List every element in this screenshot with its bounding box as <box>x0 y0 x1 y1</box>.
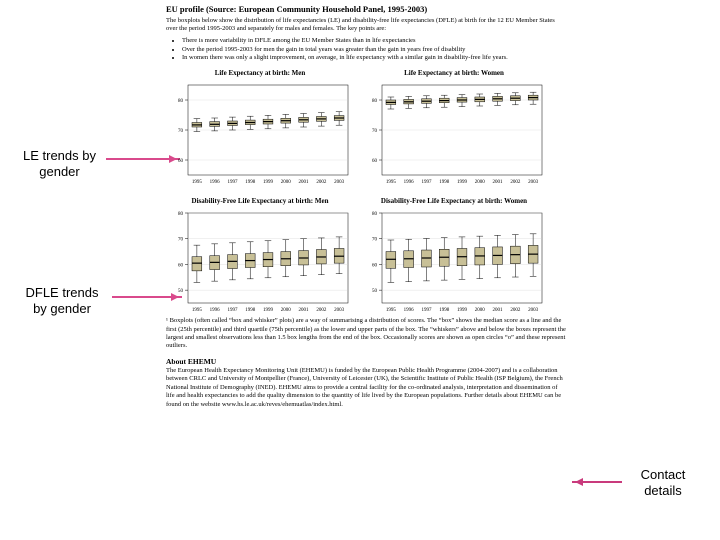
boxplot-svg: 50 60 70 80 1995 1996 1997 1998 1999 2000 2001 2002… <box>360 207 548 317</box>
svg-text:80: 80 <box>372 212 378 217</box>
svg-text:60: 60 <box>178 159 184 164</box>
svg-text:1999: 1999 <box>457 308 468 313</box>
doc-bullets: There is more variability in DFLE among … <box>166 37 566 63</box>
chart-grid: Life Expectancy at birth: Men 60 70 80 1995 1… <box>166 67 566 317</box>
svg-text:1998: 1998 <box>245 180 256 185</box>
chart-title: Life Expectancy at birth: Men <box>166 69 354 77</box>
svg-text:2001: 2001 <box>299 308 310 313</box>
svg-text:1995: 1995 <box>386 308 397 313</box>
svg-text:2003: 2003 <box>528 180 539 185</box>
svg-text:2002: 2002 <box>316 308 327 313</box>
svg-text:1999: 1999 <box>263 308 274 313</box>
svg-text:1995: 1995 <box>192 308 203 313</box>
svg-text:50: 50 <box>178 289 184 294</box>
svg-text:1997: 1997 <box>421 180 432 185</box>
boxplot-svg: 50 60 70 80 1995 1996 1997 1998 1999 2000 2001 2002… <box>166 207 354 317</box>
svg-text:60: 60 <box>372 159 378 164</box>
about-heading: About EHEMU <box>166 357 566 366</box>
chart-panel: Life Expectancy at birth: Women 60 70 80 199… <box>360 67 548 189</box>
arrow-contact-icon <box>572 481 622 483</box>
chart-title: Life Expectancy at birth: Women <box>360 69 548 77</box>
svg-text:80: 80 <box>178 212 184 217</box>
boxplot-svg: 60 70 80 1995 1996 1997 1998 1999 2000 2001 2002 20… <box>360 79 548 189</box>
svg-text:2001: 2001 <box>493 308 504 313</box>
bullet-item: There is more variability in DFLE among … <box>182 37 566 46</box>
svg-text:1996: 1996 <box>404 180 415 185</box>
svg-text:60: 60 <box>178 264 184 269</box>
svg-text:70: 70 <box>372 129 378 134</box>
svg-text:70: 70 <box>372 238 378 243</box>
doc-title: EU profile (Source: European Community H… <box>166 4 566 14</box>
svg-text:2000: 2000 <box>281 308 292 313</box>
svg-text:2000: 2000 <box>281 180 292 185</box>
svg-text:60: 60 <box>372 264 378 269</box>
chart-panel: Disability-Free Life Expectancy at birth… <box>360 195 548 317</box>
annotation-contact: Contact details <box>628 467 698 500</box>
annotation-le: LE trends by gender <box>12 148 107 181</box>
svg-text:80: 80 <box>372 99 378 104</box>
bullet-item: Over the period 1995-2003 for men the ga… <box>182 46 566 55</box>
svg-text:1998: 1998 <box>439 180 450 185</box>
document-page: EU profile (Source: European Community H… <box>166 4 566 534</box>
chart-title: Disability-Free Life Expectancy at birth… <box>166 197 354 205</box>
svg-text:2000: 2000 <box>475 180 486 185</box>
svg-text:2003: 2003 <box>528 308 539 313</box>
svg-text:1995: 1995 <box>386 180 397 185</box>
svg-text:1997: 1997 <box>227 180 238 185</box>
svg-text:1996: 1996 <box>404 308 415 313</box>
svg-text:2001: 2001 <box>493 180 504 185</box>
footnote: ¹ Boxplots (often called “box and whiske… <box>166 317 566 351</box>
svg-text:1995: 1995 <box>192 180 203 185</box>
svg-text:1999: 1999 <box>263 180 274 185</box>
chart-panel: Disability-Free Life Expectancy at birth… <box>166 195 354 317</box>
annotation-dfle: DFLE trends by gender <box>12 285 112 318</box>
svg-text:1999: 1999 <box>457 180 468 185</box>
svg-text:1997: 1997 <box>227 308 238 313</box>
svg-text:2000: 2000 <box>475 308 486 313</box>
boxplot-svg: 60 70 80 1995 1996 1997 1998 1999 2000 2001 2002 20… <box>166 79 354 189</box>
bullet-item: In women there was only a slight improve… <box>182 54 566 63</box>
svg-text:1996: 1996 <box>210 180 221 185</box>
svg-text:70: 70 <box>178 129 184 134</box>
svg-text:2002: 2002 <box>510 180 521 185</box>
svg-text:2003: 2003 <box>334 180 345 185</box>
chart-panel: Life Expectancy at birth: Men 60 70 80 1995 1… <box>166 67 354 189</box>
svg-text:2002: 2002 <box>316 180 327 185</box>
chart-title: Disability-Free Life Expectancy at birth… <box>360 197 548 205</box>
svg-text:70: 70 <box>178 238 184 243</box>
about-body: The European Health Expectancy Monitorin… <box>166 367 566 409</box>
svg-text:2001: 2001 <box>299 180 310 185</box>
svg-text:1996: 1996 <box>210 308 221 313</box>
svg-text:50: 50 <box>372 289 378 294</box>
svg-text:2002: 2002 <box>510 308 521 313</box>
svg-text:1997: 1997 <box>421 308 432 313</box>
doc-intro: The boxplots below show the distribution… <box>166 17 566 34</box>
svg-text:80: 80 <box>178 99 184 104</box>
svg-text:1998: 1998 <box>245 308 256 313</box>
svg-text:1998: 1998 <box>439 308 450 313</box>
svg-text:2003: 2003 <box>334 308 345 313</box>
